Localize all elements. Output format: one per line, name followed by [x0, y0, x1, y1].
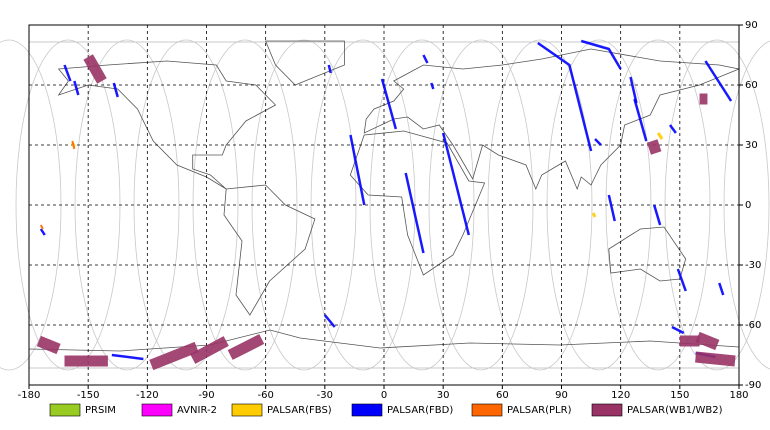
legend-swatch [231, 403, 263, 417]
swath [537, 41, 593, 152]
y-tick-label: 90 [745, 20, 758, 31]
orbit-track [487, 39, 593, 371]
swath [380, 78, 398, 130]
x-tick-label: 90 [555, 390, 568, 401]
x-tick-label: 0 [381, 390, 387, 401]
swath [111, 353, 144, 361]
greenland [265, 40, 345, 86]
swath [422, 54, 429, 64]
x-tick-label: -150 [77, 390, 100, 401]
y-tick-label: 60 [745, 80, 758, 91]
legend-swatch [49, 403, 81, 417]
swath [323, 314, 336, 328]
legend-label: PALSAR(FBD) [387, 405, 453, 416]
swath [71, 140, 76, 150]
swath [73, 80, 80, 96]
antarctica [28, 329, 740, 352]
x-tick-label: 30 [437, 390, 450, 401]
legend-swatch [141, 403, 173, 417]
y-tick-label: -30 [745, 260, 761, 271]
swath [695, 351, 736, 367]
legend-label: AVNIR-2 [177, 405, 217, 416]
x-tick-label: 60 [496, 390, 509, 401]
swath [629, 76, 638, 104]
swath [656, 132, 664, 140]
legend-label: PALSAR(WB1/WB2) [627, 405, 723, 416]
legend-label: PRSIM [85, 405, 116, 416]
legend-label: PALSAR(FBS) [267, 405, 332, 416]
coastlines [28, 40, 741, 352]
swath [83, 54, 107, 84]
swath [349, 134, 366, 206]
x-tick-label: -120 [136, 390, 159, 401]
x-tick-label: 150 [670, 390, 689, 401]
swath [591, 212, 597, 218]
legend-swatch [471, 403, 503, 417]
x-tick-label: 120 [611, 390, 630, 401]
swath [227, 334, 265, 360]
y-tick-label: -60 [745, 320, 761, 331]
swath [190, 336, 229, 364]
y-tick-label: -90 [745, 380, 761, 391]
x-tick-label: -60 [257, 390, 273, 401]
south-america [223, 184, 316, 316]
swath [594, 138, 602, 146]
legend: PRSIM AVNIR-2 PALSAR(FBS) PALSAR(FBD) PALSAR… [49, 403, 723, 417]
swath [39, 228, 46, 236]
x-tick-label: -90 [198, 390, 214, 401]
eurasia [363, 48, 741, 191]
legend-label: PALSAR(PLR) [507, 405, 572, 416]
legend-swatch [351, 403, 383, 417]
swath [704, 60, 733, 102]
swath [633, 98, 648, 142]
swath [404, 172, 425, 254]
swath [149, 341, 199, 371]
swath [668, 124, 677, 134]
swaths [36, 39, 736, 371]
north-america [57, 60, 277, 190]
x-tick-label: -180 [18, 390, 41, 401]
x-tick-label: -30 [317, 390, 333, 401]
y-tick-label: 30 [745, 140, 758, 151]
swath [441, 132, 471, 236]
swath [63, 64, 72, 82]
axis-labels: -180 -150 -120 -90 -60 -30 0 30 60 90 120 150 180-90… [18, 20, 762, 401]
orbit-track [723, 40, 770, 370]
legend-swatch [591, 403, 623, 417]
swath [39, 224, 44, 230]
swath [327, 64, 332, 74]
swath [646, 139, 662, 155]
swath [112, 82, 119, 98]
swath [671, 325, 685, 335]
x-tick-label: 180 [729, 390, 748, 401]
swath [718, 282, 725, 296]
y-tick-label: 0 [745, 200, 751, 211]
swath [607, 194, 616, 222]
swath [36, 335, 61, 355]
swath [676, 268, 687, 292]
swath [652, 204, 662, 226]
swath [580, 39, 622, 70]
swath [430, 82, 435, 90]
africa [349, 130, 486, 276]
swath [695, 331, 720, 351]
